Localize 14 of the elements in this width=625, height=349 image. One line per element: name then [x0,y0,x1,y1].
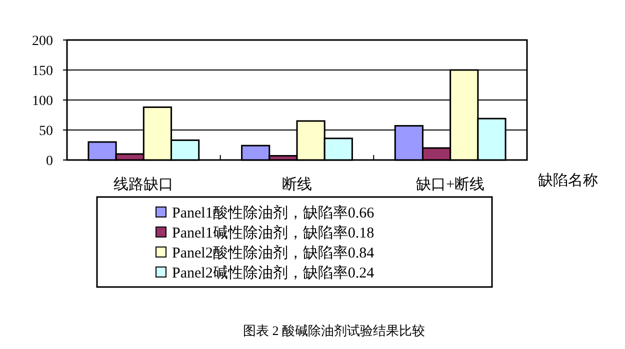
y-tick-label: 150 [32,64,53,79]
y-tick-label: 100 [32,94,53,109]
legend-label: Panel2碱性除油剂，缺陷率0.24 [172,264,375,282]
legend-label: Panel2酸性除油剂，缺陷率0.84 [172,244,375,262]
x-axis-title: 缺陷名称 [538,172,598,189]
legend-label: Panel1酸性除油剂，缺陷率0.66 [172,204,375,222]
x-tick-label: 缺口+断线 [416,176,485,193]
text: 图表 2 酸碱除油剂试验结果比较 [243,323,425,338]
legend-label: Panel1碱性除油剂，缺陷率0.18 [172,224,374,242]
x-tick-label: 断线 [282,176,312,193]
y-tick-label: 50 [39,124,53,139]
y-tick-label: 200 [32,34,53,49]
x-tick-label: 线路缺口 [114,176,174,193]
y-tick-label: 0 [46,154,53,169]
